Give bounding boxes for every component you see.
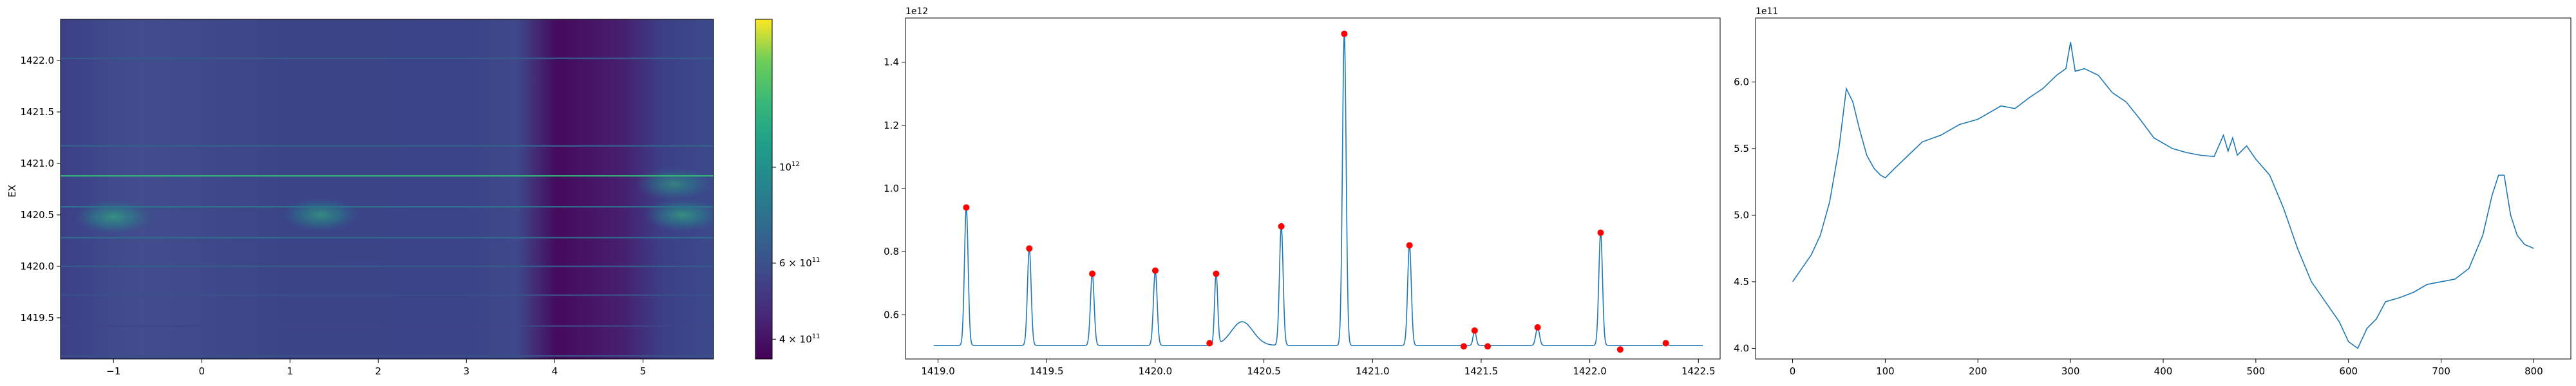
heatmap-y-tick-label: 1420.0 [21,261,55,272]
heatmap-y-tick-label: 1420.5 [21,209,55,221]
peaks-panel: 1419.0 1419.5 1420.0 1420.5 1421.0 1421.5 1422… [884,6,1721,377]
peak-marker [1341,30,1348,37]
peaks-x-ticks: 1419.0 1419.5 1420.0 1420.5 1421.0 1421.5 1422… [921,359,1716,377]
profile-x-tick-label: 200 [1969,365,1987,377]
profile-x-tick-label: 300 [2061,365,2080,377]
heatmap-background [61,19,714,359]
peaks-x-tick-label: 1421.5 [1464,365,1499,377]
profile-y-tick-label: 5.0 [1734,209,1749,221]
peak-marker [963,204,970,211]
profile-frame [1755,17,2571,360]
profile-x-tick-label: 700 [2432,365,2450,377]
profile-y-offset: 1e11 [1756,6,1778,17]
heatmap-y-tick-label: 1422.0 [21,55,55,66]
peak-marker [1662,340,1669,347]
peak-marker [1151,267,1159,274]
profile-y-tick-label: 4.5 [1734,276,1749,288]
peak-marker [1534,324,1541,331]
profile-x-tick-label: 800 [2524,365,2543,377]
heatmap-y-tick-label: 1419.5 [21,312,55,324]
heatmap-y-ticks: 1419.5 1420.0 1420.5 1421.0 1421.5 1422.0 [21,55,61,324]
colorbar-tick-label: 6 × 1011 [779,257,820,269]
heatmap-x-tick-label: 5 [640,365,647,377]
peaks-series-line [933,33,1703,346]
heatmap-x-tick-label: 1 [287,365,293,377]
peaks-y-offset: 1e12 [905,6,928,17]
peaks-y-tick-label: 1.4 [884,57,899,68]
colorbar-tick-label: 4 × 1011 [779,333,820,345]
peaks-y-tick-label: 0.6 [884,309,899,320]
peak-marker [1616,346,1624,353]
profile-y-tick-label: 6.0 [1734,76,1749,87]
colorbar-frame [755,19,773,360]
profile-x-tick-label: 600 [2339,365,2358,377]
profile-series-line [1792,42,2534,349]
peak-marker [1460,343,1467,350]
peaks-x-tick-label: 1421.0 [1356,365,1390,377]
peak-marker [1026,245,1033,252]
colorbar-ticks: 4 × 1011 6 × 1011 1012 [772,161,820,345]
heatmap-blob [644,198,714,232]
peak-marker [1471,327,1478,334]
profile-y-tick-label: 5.5 [1734,143,1749,154]
peaks-x-tick-label: 1419.0 [921,365,955,377]
peaks-x-tick-label: 1422.5 [1681,365,1716,377]
peaks-y-ticks: 0.6 0.8 1.0 1.2 1.4 [884,57,905,320]
peaks-x-tick-label: 1422.0 [1573,365,1607,377]
heatmap-x-tick-label: 4 [552,365,558,377]
heatmap-blob [635,167,713,201]
peaks-y-tick-label: 1.0 [884,183,899,194]
profile-x-tick-label: 400 [2154,365,2173,377]
profile-panel: 0 100 200 300 400 500 600 700 800 4.0 4.5 5.0 5.5 6.… [1734,6,2571,377]
heatmap-y-tick-label: 1421.5 [21,106,55,118]
peak-marker [1278,223,1285,230]
profile-y-tick-label: 4.0 [1734,342,1749,354]
heatmap-x-tick-label: −1 [106,365,120,377]
profile-x-tick-label: 0 [1790,365,1796,377]
peaks-x-tick-label: 1419.5 [1030,365,1064,377]
peak-marker [1597,229,1604,236]
colorbar-tick-label: 1012 [779,161,800,173]
profile-x-tick-label: 100 [1876,365,1895,377]
heatmap-x-tick-label: 3 [464,365,470,377]
peaks-y-tick-label: 1.2 [884,120,899,131]
profile-y-ticks: 4.0 4.5 5.0 5.5 6.0 [1734,76,1756,354]
peaks-x-tick-label: 1420.0 [1139,365,1173,377]
peak-marker [1206,340,1213,347]
heatmap-y-tick-label: 1421.0 [21,158,55,169]
peaks-x-tick-label: 1420.5 [1247,365,1281,377]
heatmap-lines [61,57,714,357]
colorbar-gradient [755,19,772,359]
profile-x-tick-label: 500 [2247,365,2266,377]
heatmap-x-tick-label: 0 [198,365,205,377]
heatmap-x-ticks: −1 0 1 2 3 4 5 [106,359,646,377]
profile-x-ticks: 0 100 200 300 400 500 600 700 800 [1790,359,2543,377]
peak-markers [963,30,1669,353]
heatmap-y-label: EX [6,185,18,198]
peaks-y-tick-label: 0.8 [884,246,899,257]
heatmap-x-tick-label: 2 [375,365,382,377]
peak-marker [1484,343,1492,350]
peak-marker [1089,270,1096,277]
peak-marker [1213,270,1220,277]
peak-marker [1406,242,1413,249]
heatmap-panel: −1 0 1 2 3 4 5 1419.51420.01420.51421.01421.51… [6,19,714,377]
heatmap-blob [75,200,153,234]
heatmap-frame [60,19,714,360]
heatmap-blob [282,198,360,232]
colorbar: 4 × 1011 6 × 1011 1012 [755,19,820,360]
